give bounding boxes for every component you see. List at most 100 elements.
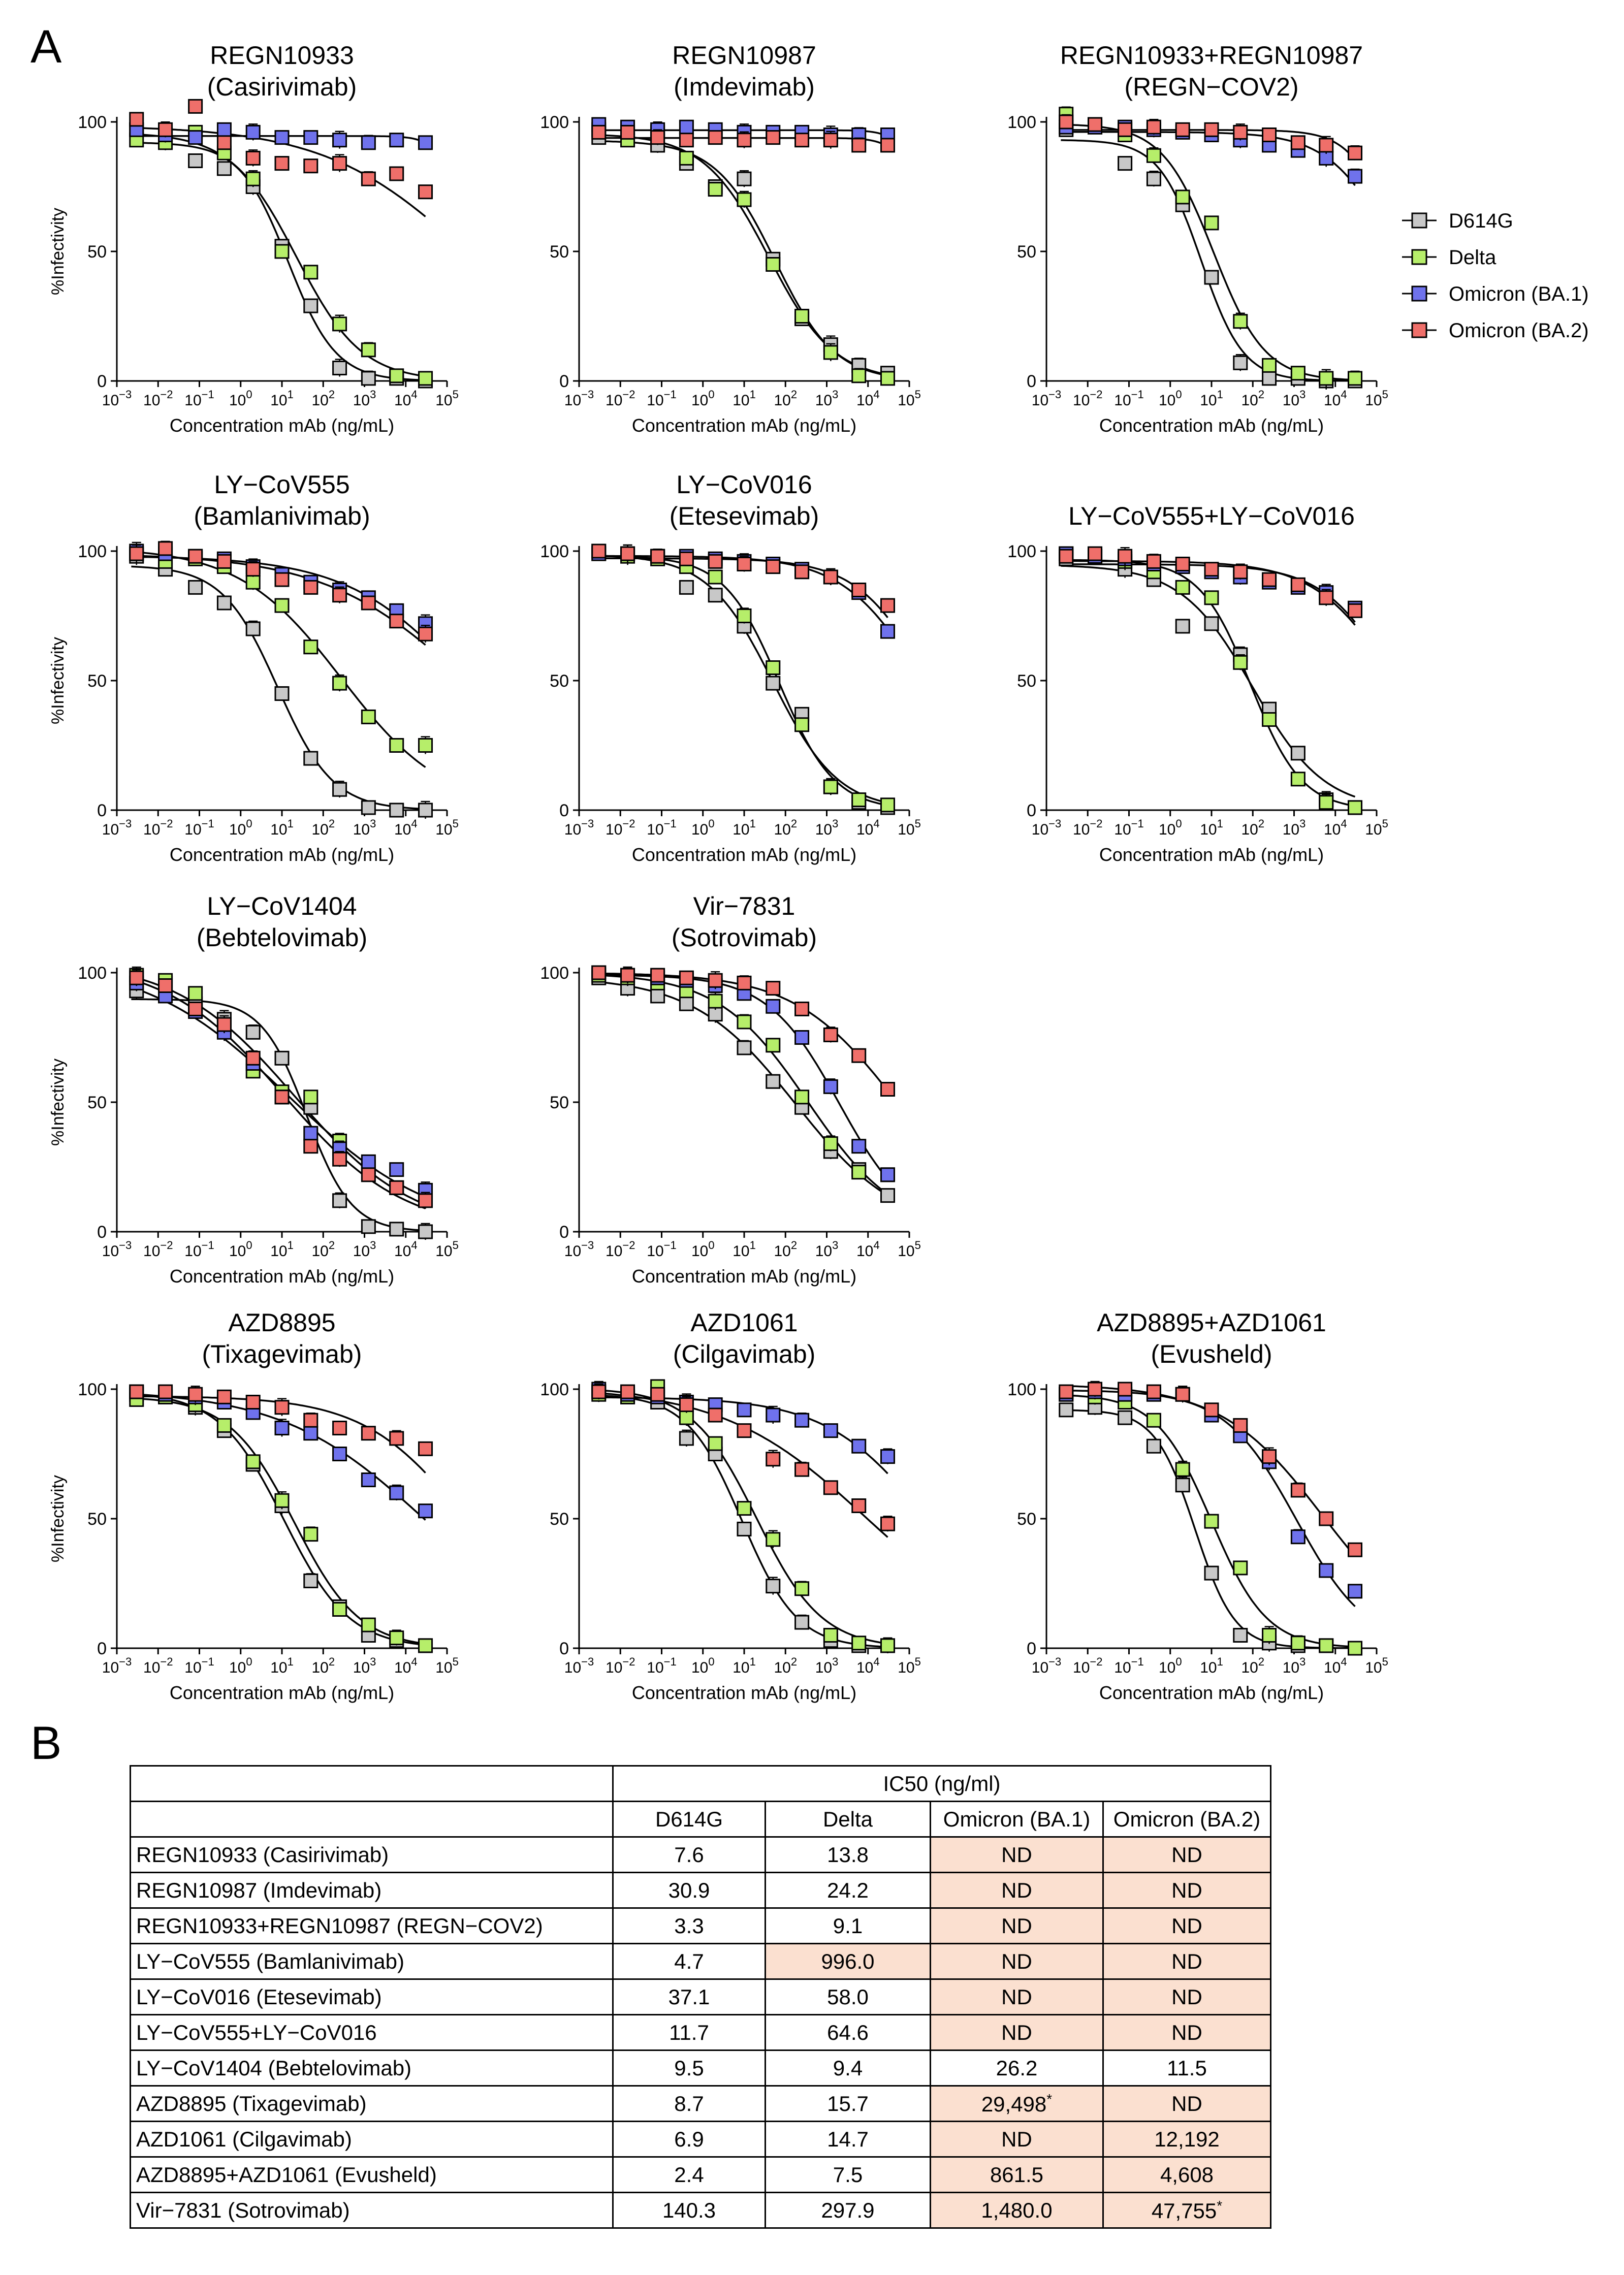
- table-cell: 297.9: [765, 2192, 931, 2229]
- table-corner-cell: [130, 1765, 614, 1802]
- point-omicron-ba-2: [1233, 1418, 1248, 1433]
- x-tick-label: 101: [270, 1239, 294, 1260]
- x-tick-label: 10−1: [1114, 388, 1143, 409]
- table-corner-cell: [130, 1801, 614, 1838]
- point-delta: [1146, 1413, 1161, 1428]
- point-omicron-ba-2: [620, 1384, 635, 1399]
- point-d614g: [1175, 1478, 1190, 1493]
- point-omicron-ba-2: [1290, 577, 1305, 592]
- x-tick-label: 10−1: [184, 388, 214, 409]
- point-delta: [851, 368, 867, 383]
- table-cell: 13.8: [765, 1836, 931, 1873]
- point-omicron-ba-2: [216, 1017, 232, 1032]
- point-delta: [794, 1090, 810, 1105]
- point-omicron-ba-2: [158, 541, 173, 556]
- point-omicron-ba-1: [274, 1421, 290, 1435]
- y-tick-label: 50: [550, 242, 569, 262]
- point-omicron-ba-1: [823, 1079, 838, 1094]
- point-delta: [389, 738, 404, 753]
- x-tick-label: 105: [898, 1239, 921, 1260]
- point-omicron-ba-2: [1059, 549, 1074, 564]
- x-tick-label: 102: [774, 1655, 797, 1676]
- x-tick-label: 104: [1324, 1655, 1347, 1676]
- y-tick-label: 0: [559, 1223, 569, 1242]
- point-omicron-ba-2: [1118, 549, 1133, 564]
- point-d614g: [794, 1615, 810, 1630]
- point-omicron-ba-2: [129, 1384, 144, 1399]
- table-row: LY−CoV555 (Bamlanivimab) 4.7 996.0 ND ND: [130, 1943, 1271, 1980]
- x-tick-label: 10−1: [647, 1239, 676, 1260]
- y-tick-label: 100: [1007, 113, 1036, 132]
- point-delta: [418, 371, 433, 386]
- y-tick-label: 0: [559, 1639, 569, 1658]
- point-omicron-ba-1: [303, 1426, 319, 1441]
- point-omicron-ba-2: [1319, 590, 1334, 605]
- point-omicron-ba-2: [303, 158, 319, 174]
- point-omicron-ba-2: [1233, 564, 1248, 580]
- y-tick-label: 100: [540, 542, 569, 561]
- point-delta: [1204, 1514, 1219, 1529]
- chart-title-line: LY−CoV016: [676, 470, 812, 499]
- table-column-header: D614G: [612, 1801, 766, 1838]
- table-cell: ND: [1102, 1978, 1271, 2015]
- point-omicron-ba-2: [851, 1498, 867, 1513]
- chart-title-line: (Etesevimab): [670, 502, 819, 530]
- point-omicron-ba-2: [737, 1423, 752, 1438]
- x-tick-label: 10−3: [1032, 1655, 1061, 1676]
- fit-curve-d614g: [593, 1394, 888, 1648]
- point-omicron-ba-2: [1146, 119, 1161, 135]
- y-tick-label: 50: [87, 1510, 107, 1529]
- point-omicron-ba-2: [766, 130, 781, 145]
- point-delta: [851, 1636, 867, 1651]
- point-omicron-ba-2: [245, 1395, 261, 1409]
- table-cell: ND: [930, 2014, 1104, 2051]
- point-delta: [766, 1532, 781, 1547]
- point-omicron-ba-1: [1319, 1563, 1334, 1578]
- point-delta: [361, 342, 376, 358]
- table-cell: 2.4: [612, 2156, 766, 2193]
- y-tick-label: 50: [1017, 671, 1036, 691]
- point-omicron-ba-2: [794, 133, 810, 148]
- chart-3: REGN10933+REGN10987 (REGN−COV2) 0 50 100 10−3…: [1007, 41, 1388, 436]
- point-omicron-ba-2: [851, 583, 867, 597]
- point-d614g: [332, 1193, 347, 1208]
- point-delta: [1290, 772, 1305, 787]
- point-omicron-ba-2: [708, 130, 723, 145]
- point-omicron-ba-2: [389, 1431, 404, 1446]
- table-row: AZD8895 (Tixagevimab) 8.7 15.7 29,498* ND: [130, 2085, 1271, 2122]
- point-omicron-ba-2: [1262, 1449, 1277, 1464]
- point-omicron-ba-1: [361, 1154, 376, 1169]
- point-delta: [418, 1638, 433, 1653]
- fit-curve-delta: [131, 975, 426, 1205]
- table-cell: 26.2: [930, 2049, 1104, 2087]
- point-d614g: [216, 161, 232, 176]
- x-axis-label: Concentration mAb (ng/mL): [632, 1682, 856, 1703]
- point-omicron-ba-2: [1290, 1483, 1305, 1498]
- x-tick-label: 105: [898, 1655, 921, 1676]
- point-omicron-ba-2: [650, 968, 665, 983]
- point-delta: [1175, 189, 1190, 205]
- x-tick-label: 102: [311, 1239, 335, 1260]
- legend-label: D614G: [1449, 210, 1513, 232]
- x-tick-label: 105: [1365, 1655, 1388, 1676]
- y-tick-label: 0: [1027, 1639, 1036, 1658]
- y-axis-label: %Infectivity: [48, 1059, 68, 1146]
- point-delta: [708, 182, 723, 197]
- point-omicron-ba-2: [708, 1407, 723, 1423]
- point-omicron-ba-2: [216, 1389, 232, 1404]
- x-tick-label: 10−2: [1073, 388, 1102, 409]
- table-cell: ND: [1102, 1872, 1271, 1909]
- table-cell: 9.5: [612, 2049, 766, 2087]
- point-delta: [823, 345, 838, 360]
- y-tick-label: 100: [1007, 1380, 1036, 1399]
- point-omicron-ba-2: [737, 975, 752, 990]
- point-d614g: [766, 1074, 781, 1089]
- table-row: AZD8895+AZD1061 (Evusheld) 2.4 7.5 861.5 4,6…: [130, 2156, 1271, 2193]
- point-delta: [766, 257, 781, 272]
- legend-swatch-top: [1411, 285, 1427, 302]
- point-omicron-ba-2: [1348, 603, 1363, 618]
- point-omicron-ba-2: [245, 1050, 261, 1066]
- point-omicron-ba-2: [679, 970, 694, 985]
- x-tick-label: 100: [229, 1655, 252, 1676]
- point-omicron-ba-1: [794, 1413, 810, 1428]
